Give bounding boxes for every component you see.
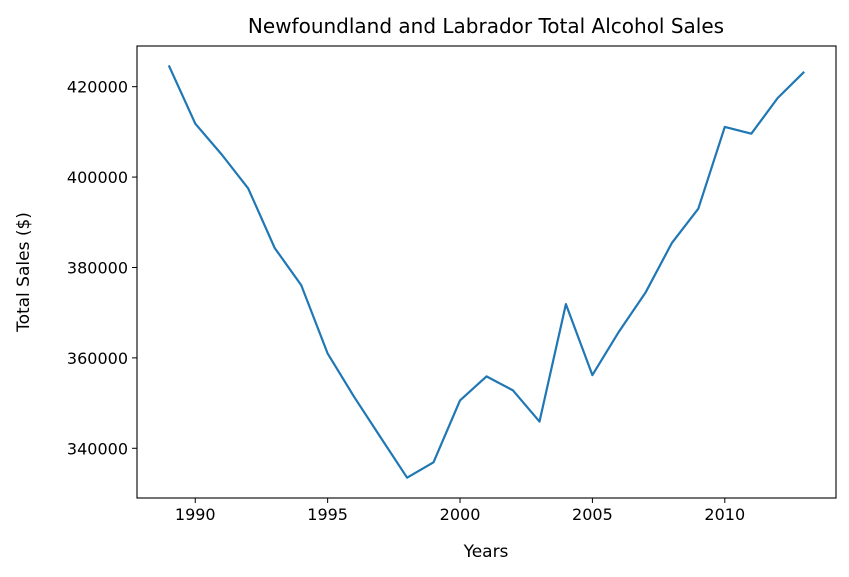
y-axis-title: Total Sales ($) [14,212,34,333]
y-tick-label: 340000 [67,439,128,458]
y-tick-label: 420000 [67,78,128,97]
y-tick-label: 360000 [67,349,128,368]
x-axis-title: Years [463,542,509,562]
chart-title: Newfoundland and Labrador Total Alcohol … [248,14,724,38]
x-tick-label: 2010 [704,505,745,524]
plot-frame [136,45,837,499]
x-tick-label: 2000 [440,505,481,524]
x-tick-label: 1990 [175,505,216,524]
y-axis: 340000 360000 380000 400000 420000 [67,78,137,458]
y-tick-label: 400000 [67,168,128,187]
x-tick-label: 2005 [572,505,613,524]
x-axis: 1990 1995 2000 2005 2010 [175,498,745,524]
plot-area [136,45,837,499]
y-tick-label: 380000 [67,258,128,277]
series-line-0 [167,64,805,479]
x-tick-label: 1995 [307,505,348,524]
